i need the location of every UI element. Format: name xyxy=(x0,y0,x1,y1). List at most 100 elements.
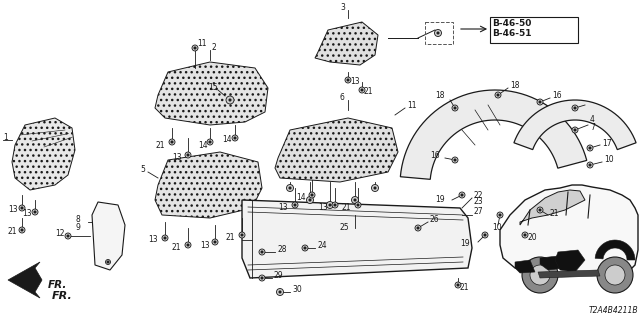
Circle shape xyxy=(194,47,196,49)
Circle shape xyxy=(326,202,333,209)
Text: 19: 19 xyxy=(460,239,470,249)
Text: 8: 8 xyxy=(76,215,81,225)
Text: 21: 21 xyxy=(460,283,470,292)
Text: 26: 26 xyxy=(430,215,440,225)
Text: 6: 6 xyxy=(340,92,345,101)
Circle shape xyxy=(497,212,503,218)
Circle shape xyxy=(229,99,231,101)
Text: 13: 13 xyxy=(200,241,210,250)
Circle shape xyxy=(457,284,460,286)
Circle shape xyxy=(597,257,633,293)
Text: FR.: FR. xyxy=(48,280,67,290)
Text: 13: 13 xyxy=(22,210,31,219)
Text: 13: 13 xyxy=(278,204,287,212)
Circle shape xyxy=(185,152,191,158)
Circle shape xyxy=(232,135,238,141)
Text: 15: 15 xyxy=(208,83,218,92)
Text: 10: 10 xyxy=(604,156,614,164)
Circle shape xyxy=(605,265,625,285)
Circle shape xyxy=(20,229,23,231)
Text: 2: 2 xyxy=(212,44,217,52)
Text: 13: 13 xyxy=(8,205,18,214)
Text: 14: 14 xyxy=(222,135,232,145)
Circle shape xyxy=(522,257,558,293)
Circle shape xyxy=(452,157,458,163)
Text: 16: 16 xyxy=(430,151,440,161)
Text: 28: 28 xyxy=(277,245,287,254)
Bar xyxy=(425,22,453,44)
Circle shape xyxy=(459,192,465,198)
Text: 18: 18 xyxy=(435,92,445,100)
Circle shape xyxy=(207,139,213,145)
Text: 21: 21 xyxy=(8,228,17,236)
Text: 25: 25 xyxy=(340,223,349,233)
Text: 12: 12 xyxy=(55,228,65,237)
Circle shape xyxy=(34,211,36,213)
Polygon shape xyxy=(401,90,587,179)
Circle shape xyxy=(524,234,526,236)
Circle shape xyxy=(259,249,265,255)
Text: 1: 1 xyxy=(3,133,8,142)
Text: 21: 21 xyxy=(342,204,351,212)
Text: FR.: FR. xyxy=(52,291,73,301)
Text: 13: 13 xyxy=(350,77,360,86)
Circle shape xyxy=(461,194,463,196)
Text: 3: 3 xyxy=(340,4,345,12)
Circle shape xyxy=(587,162,593,168)
Circle shape xyxy=(537,99,543,105)
Text: 5: 5 xyxy=(140,165,145,174)
Text: 16: 16 xyxy=(552,92,562,100)
Circle shape xyxy=(572,127,578,133)
Circle shape xyxy=(417,227,419,229)
Circle shape xyxy=(259,275,265,281)
Circle shape xyxy=(287,185,294,191)
Text: 19: 19 xyxy=(435,196,445,204)
Text: 14: 14 xyxy=(198,140,207,149)
Circle shape xyxy=(209,141,211,143)
Text: 20: 20 xyxy=(528,234,538,243)
Circle shape xyxy=(361,89,364,91)
Circle shape xyxy=(192,45,198,51)
Circle shape xyxy=(276,289,284,295)
Circle shape xyxy=(497,94,499,96)
Circle shape xyxy=(19,205,25,211)
Polygon shape xyxy=(595,240,635,260)
Circle shape xyxy=(239,232,245,238)
Circle shape xyxy=(454,107,456,109)
Text: 10: 10 xyxy=(492,223,502,233)
Circle shape xyxy=(212,239,218,245)
Text: 11: 11 xyxy=(197,39,207,49)
Circle shape xyxy=(241,234,243,236)
Circle shape xyxy=(539,209,541,211)
Polygon shape xyxy=(540,256,565,270)
Text: 29: 29 xyxy=(274,270,284,279)
Circle shape xyxy=(279,291,281,293)
Text: B-46-50: B-46-50 xyxy=(492,19,531,28)
Circle shape xyxy=(572,105,578,111)
Circle shape xyxy=(185,242,191,248)
Text: 13: 13 xyxy=(318,204,328,212)
Circle shape xyxy=(454,159,456,161)
Circle shape xyxy=(347,79,349,81)
Circle shape xyxy=(484,234,486,236)
Circle shape xyxy=(415,225,421,231)
Circle shape xyxy=(537,207,543,213)
Circle shape xyxy=(289,187,291,189)
Circle shape xyxy=(187,244,189,246)
Polygon shape xyxy=(155,62,268,125)
Circle shape xyxy=(359,87,365,93)
Text: 13: 13 xyxy=(148,236,157,244)
Circle shape xyxy=(67,235,69,237)
Circle shape xyxy=(589,164,591,166)
Text: 23: 23 xyxy=(474,197,484,206)
Circle shape xyxy=(107,261,109,263)
Text: 22: 22 xyxy=(474,190,483,199)
Circle shape xyxy=(292,202,298,208)
Circle shape xyxy=(169,139,175,145)
Circle shape xyxy=(226,96,234,104)
Circle shape xyxy=(354,199,356,201)
Text: 13: 13 xyxy=(172,154,182,163)
Text: 30: 30 xyxy=(292,285,301,294)
Circle shape xyxy=(234,137,236,139)
Circle shape xyxy=(304,247,306,249)
